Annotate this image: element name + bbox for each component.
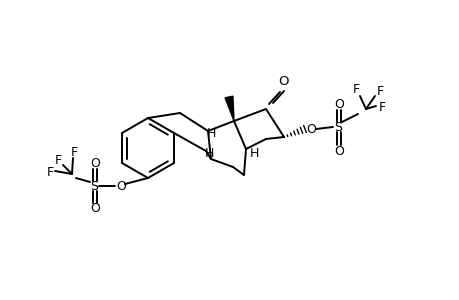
Text: F: F [352, 82, 359, 95]
Text: O: O [278, 74, 289, 88]
Text: O: O [90, 157, 100, 169]
Text: O: O [333, 145, 343, 158]
Text: S: S [333, 121, 341, 134]
Text: F: F [70, 146, 78, 158]
Text: O: O [90, 202, 100, 215]
Text: F: F [46, 166, 53, 178]
Text: H: H [204, 146, 213, 160]
Text: O: O [116, 179, 126, 193]
Text: O: O [305, 122, 315, 136]
Text: S: S [90, 179, 98, 193]
Polygon shape [224, 96, 234, 121]
Text: O: O [333, 98, 343, 110]
Text: F: F [378, 100, 385, 113]
Text: H: H [249, 146, 258, 160]
Text: H: H [206, 127, 215, 140]
Text: F: F [54, 154, 62, 166]
Text: F: F [375, 85, 383, 98]
